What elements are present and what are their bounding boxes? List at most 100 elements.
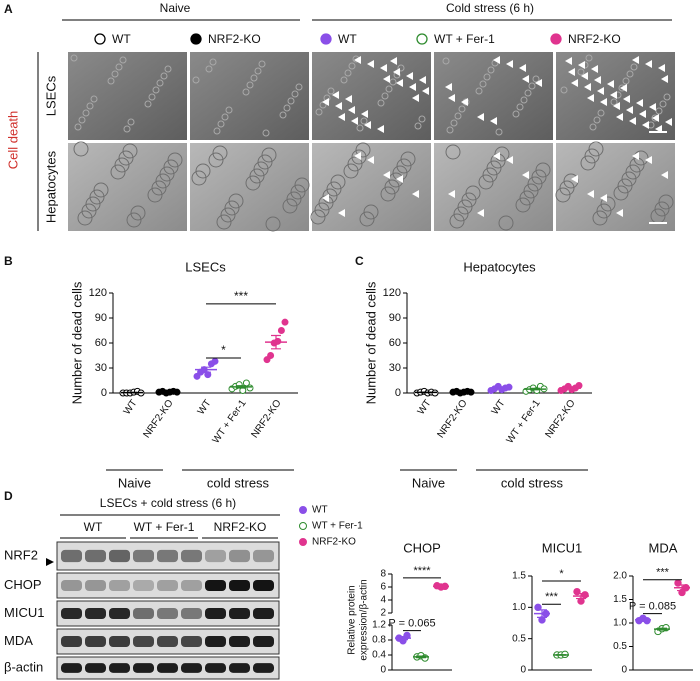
y-tick-label: 2.0 [613,571,627,582]
cell [246,81,254,89]
blot-band [109,580,130,591]
legend-label: NRF2-KO [312,537,356,548]
cell [130,205,146,221]
cell [555,187,571,203]
chart-title: Hepatocytes [463,259,536,274]
x-tick-label: WT [490,398,508,417]
death-arrow [383,171,390,179]
cell [626,70,634,78]
cell [588,141,604,157]
y-tick-label: 30 [95,362,107,374]
death-arrow [565,57,572,65]
data-point [211,357,219,365]
cell [221,113,229,121]
cell [122,143,138,159]
death-arrow [354,152,361,160]
cell [442,57,450,65]
death-arrow [636,99,643,107]
error-bar [495,387,505,390]
cell [617,178,633,194]
blot-band [109,549,130,563]
cell [475,87,483,95]
blot-group: WT + Fer-1 [134,520,195,534]
death-arrow [639,110,646,118]
error-bar [638,618,648,622]
cell [494,146,510,162]
death-arrow [396,79,403,87]
y-tick-label: 30 [389,362,401,374]
cell [633,150,649,166]
panel-label: B [4,254,13,268]
cell [449,213,465,229]
death-arrow [632,152,639,160]
cell [192,76,200,84]
y-tick-label: 1.0 [613,618,627,629]
cell [400,151,416,167]
death-arrow [594,76,601,84]
legend-marker [190,33,202,45]
cell [283,104,291,112]
blot-group: NRF2-KO [214,520,267,534]
x-tick-label: WT + Fer-1 [211,398,249,446]
y-axis-label: Relative protein [347,585,358,654]
cell [454,112,462,120]
x-tick-label: NRF2-KO [435,398,469,440]
data-point [267,352,275,359]
blot-band [181,663,202,673]
death-arrow [649,103,656,111]
cell [78,116,86,124]
blot-band [85,549,106,563]
cell [559,180,575,196]
blot-band [205,580,226,591]
header: Cold stress (6 h) [446,1,534,15]
death-arrow [419,76,426,84]
cell [482,167,498,183]
death-arrow [600,194,607,202]
blot-band [85,580,106,591]
cell [147,187,163,203]
micrograph [68,52,187,140]
cell [167,152,183,168]
blot-group: WT [84,520,103,534]
blot-row-label: MDA [4,633,33,648]
chart-title: LSECs [185,259,226,274]
cell [217,120,225,128]
cell [242,88,250,96]
y-tick-label: 8 [380,569,386,580]
y-tick-label: 0.8 [372,635,386,646]
cell [107,77,115,85]
x-tick-label: WT + Fer-1 [505,398,543,446]
micrograph [434,143,553,231]
y-tick-label: 0 [520,665,526,676]
error-bar [565,386,575,390]
cell [483,73,491,81]
death-arrow [335,102,342,110]
error-bar [576,592,586,600]
blot-band [253,663,274,673]
micrograph [556,143,675,231]
death-arrow [412,94,419,102]
significance-label: * [559,568,564,580]
cell [515,197,531,213]
cell [209,58,217,66]
cell [584,148,600,164]
cell [86,102,94,110]
y-axis-label: Number of dead cells [363,281,378,404]
cell [144,100,152,108]
cell [310,209,326,225]
chart-title: CHOP [403,540,441,555]
blot-band [181,608,202,619]
death-arrow [361,110,368,118]
cell [397,64,405,72]
cell [347,156,363,172]
cell [160,72,168,80]
error-bar [236,385,246,389]
error-bar [127,391,137,394]
death-arrow [658,64,665,72]
death-arrow [354,56,361,64]
data-point [534,603,542,612]
death-arrow [448,190,455,198]
micrograph [312,52,431,140]
cell [163,159,179,175]
cell [152,86,160,94]
